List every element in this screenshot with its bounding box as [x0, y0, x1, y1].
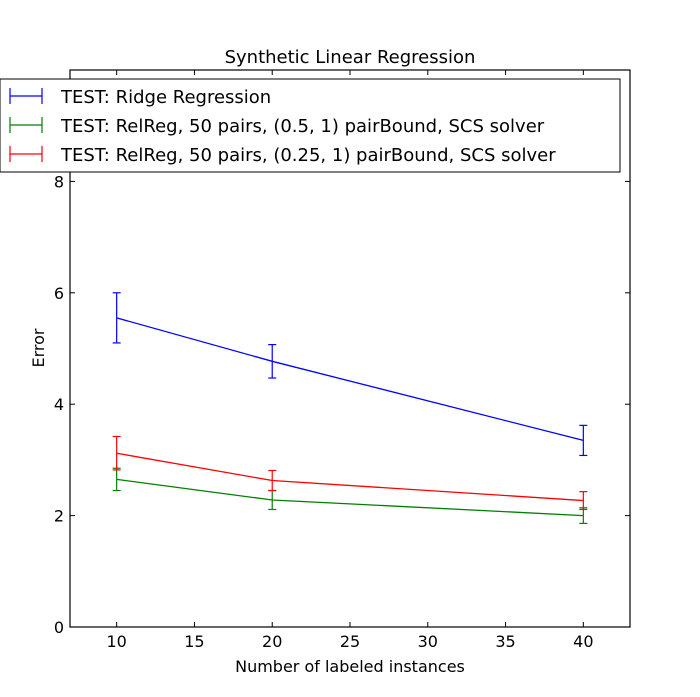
y-tick-label: 0 — [54, 618, 64, 637]
x-tick-label: 30 — [418, 632, 438, 651]
chart-title: Synthetic Linear Regression — [225, 47, 476, 68]
x-tick-label: 25 — [340, 632, 360, 651]
plot-area: 10 15 20 25 30 35 40 0 2 4 6 8 — [54, 69, 631, 651]
y-tick-label: 4 — [54, 395, 64, 414]
legend-box — [0, 78, 621, 173]
y-axis-label: Error — [29, 328, 48, 367]
x-tick-label: 15 — [184, 632, 204, 651]
y-tick-label: 6 — [54, 284, 64, 303]
x-tick-label: 40 — [573, 632, 593, 651]
y-tick-label: 2 — [54, 507, 64, 526]
legend: TEST: Ridge Regression TEST: RelReg, 50 p… — [0, 78, 621, 173]
legend-label: TEST: Ridge Regression — [60, 87, 271, 108]
x-tick-label: 20 — [262, 632, 282, 651]
legend-label: TEST: RelReg, 50 pairs, (0.5, 1) pairBou… — [60, 116, 545, 137]
x-tick-label: 10 — [106, 632, 126, 651]
x-axis-label: Number of labeled instances — [235, 657, 465, 676]
legend-label: TEST: RelReg, 50 pairs, (0.25, 1) pairBo… — [60, 145, 556, 166]
x-tick-label: 35 — [495, 632, 515, 651]
y-tick-label: 8 — [54, 172, 64, 191]
